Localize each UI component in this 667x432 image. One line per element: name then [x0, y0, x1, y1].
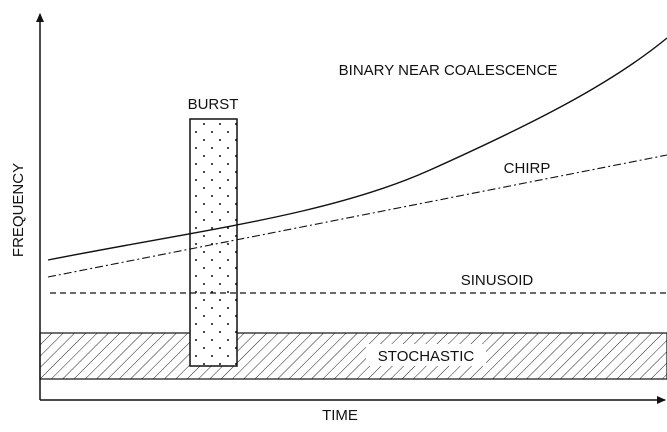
- y-axis-label: FREQUENCY: [10, 163, 27, 257]
- binary-curve: [47, 37, 667, 261]
- stochastic-label-bg: [366, 344, 486, 366]
- x-axis-label: TIME: [322, 407, 358, 424]
- burst-dots: [190, 119, 237, 366]
- chirp-line: [47, 154, 667, 278]
- binary-label: BINARY NEAR COALESCENCE: [339, 62, 558, 79]
- sinusoid-label: SINUSOID: [461, 272, 534, 289]
- stochastic-band: [39, 332, 667, 380]
- stochastic-label: STOCHASTIC: [378, 348, 475, 365]
- chirp-label: CHIRP: [504, 160, 551, 177]
- burst-label: BURST: [188, 96, 239, 113]
